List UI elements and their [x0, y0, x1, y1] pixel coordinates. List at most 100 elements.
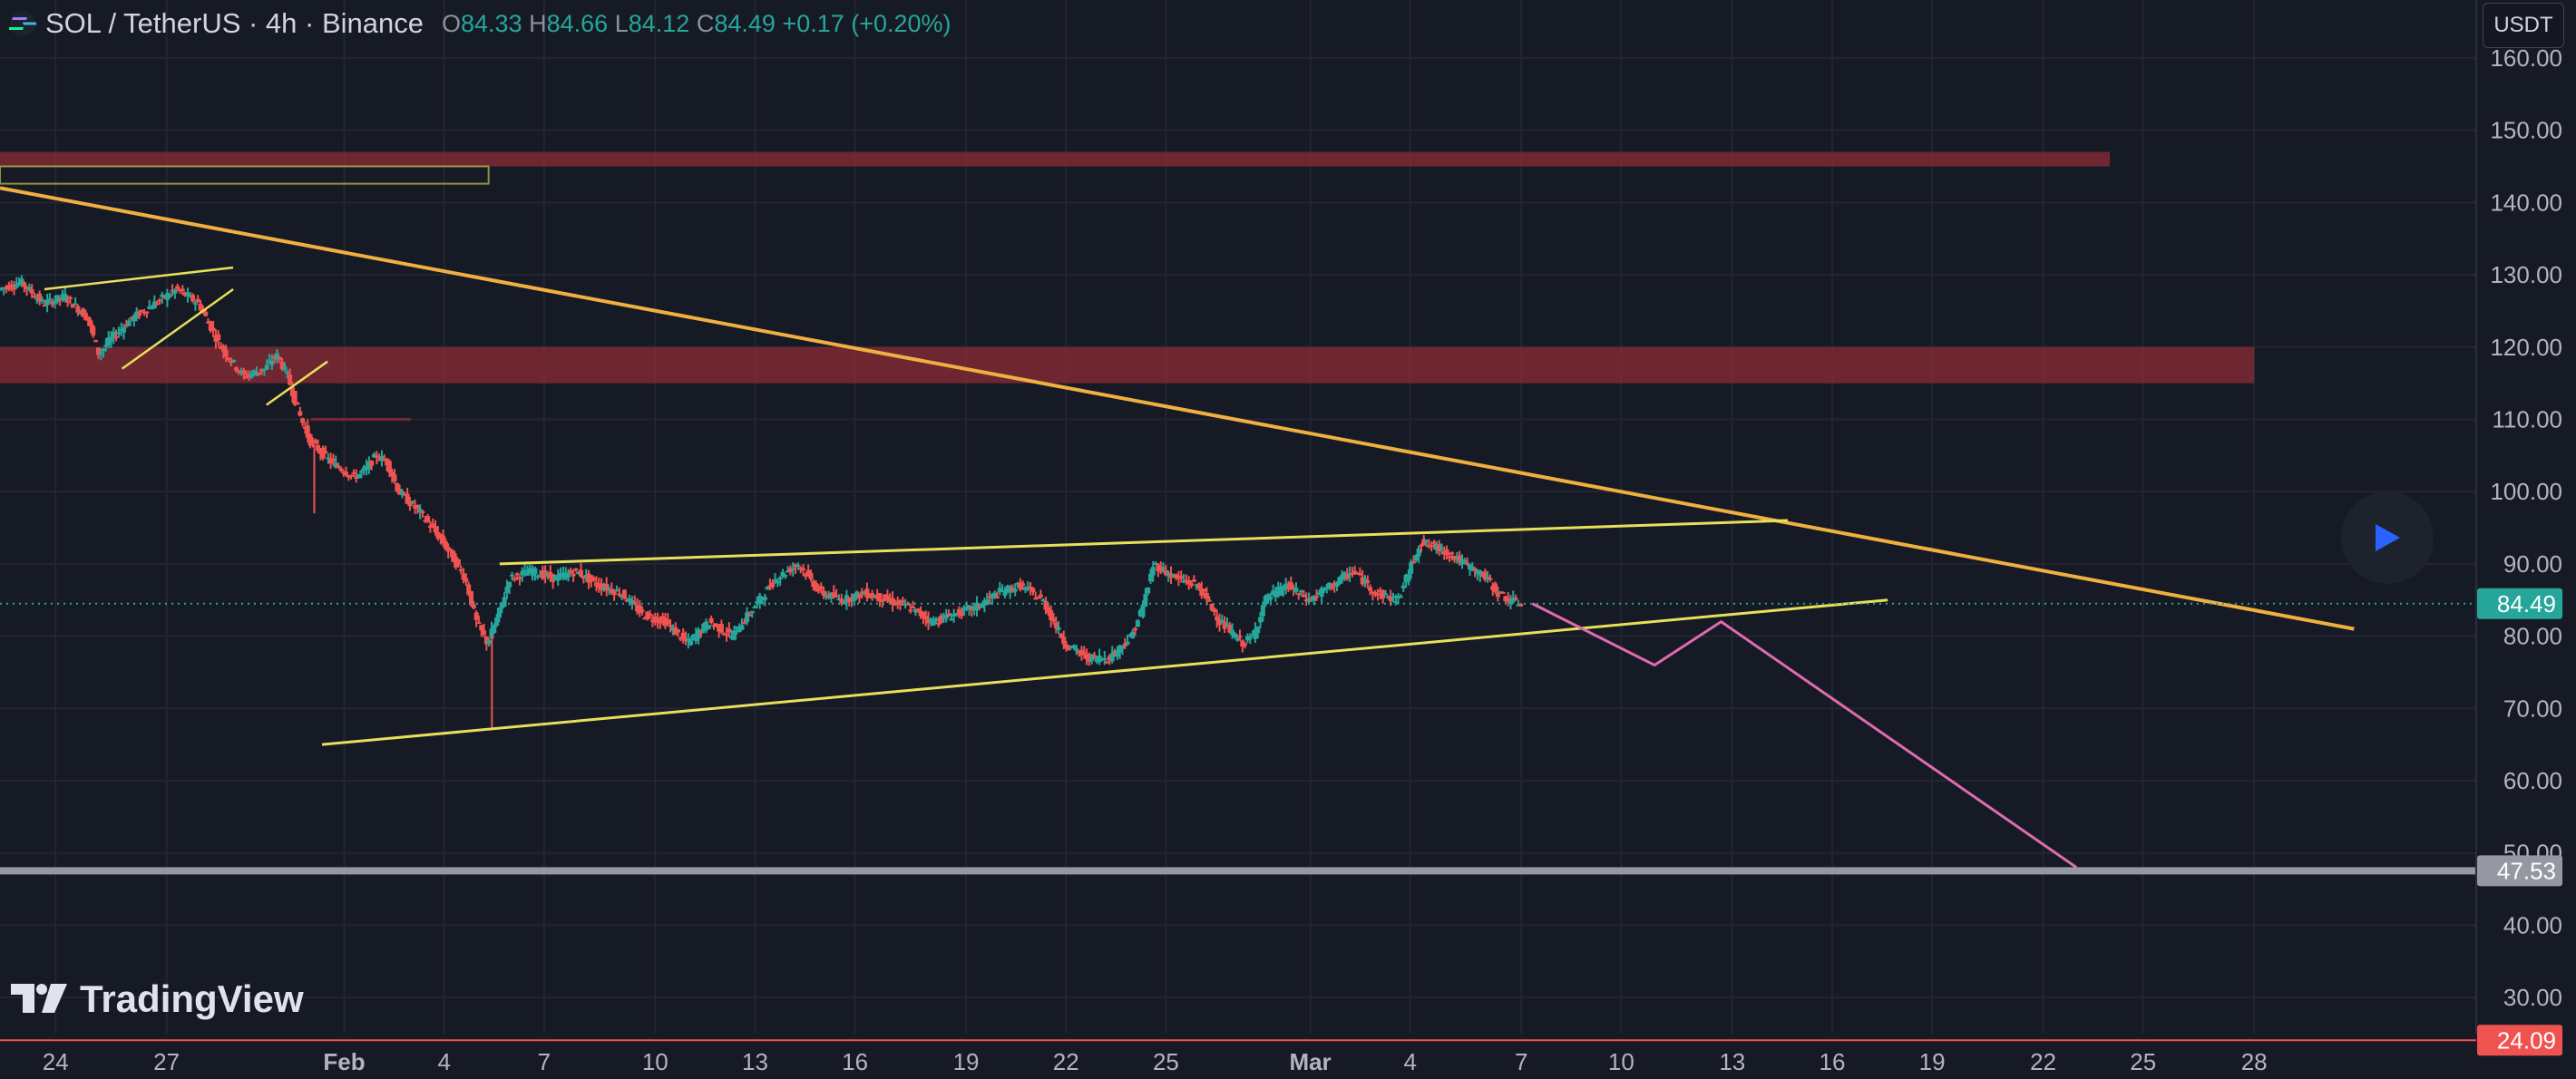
- candle-body: [1237, 636, 1243, 638]
- candle-body: [374, 455, 379, 458]
- candle-body: [755, 600, 760, 604]
- candle-body: [655, 617, 660, 622]
- support-level-line: [0, 867, 2476, 875]
- candle-body: [139, 309, 144, 312]
- candle-body: [787, 568, 793, 572]
- candle-body: [1444, 549, 1449, 555]
- candle-body: [1469, 566, 1475, 571]
- candle-body: [1265, 594, 1271, 600]
- candle-body: [527, 568, 532, 573]
- candle-body: [11, 287, 16, 290]
- candle-body: [739, 625, 745, 630]
- candle-body: [1309, 598, 1314, 600]
- candle-body: [445, 547, 451, 552]
- channel-lower-line: [321, 598, 1888, 746]
- open-value: 84.33: [461, 9, 522, 37]
- candle-body: [213, 335, 219, 342]
- candle-body: [551, 574, 556, 582]
- candle-body: [1184, 579, 1189, 582]
- candle-body: [1240, 640, 1245, 647]
- candle-body: [1222, 622, 1227, 629]
- candle-body: [714, 623, 719, 626]
- replay-button[interactable]: [2341, 491, 2434, 584]
- candle-body: [1258, 617, 1264, 623]
- candle-body: [188, 295, 193, 297]
- candle-body: [883, 594, 888, 601]
- candle-body: [249, 373, 254, 378]
- candle-body: [834, 595, 839, 598]
- ohlc-readout: O84.33 H84.66 L84.12 C84.49 +0.17 (+0.20…: [442, 10, 951, 38]
- candle-body: [668, 625, 673, 627]
- candle-body: [310, 442, 316, 444]
- candle-body: [1406, 574, 1411, 582]
- candle-body: [583, 575, 589, 578]
- candle-body: [693, 634, 698, 642]
- candle-body: [226, 357, 231, 360]
- candle-body: [1112, 650, 1117, 655]
- candle-body: [407, 501, 413, 507]
- candle-body: [1291, 587, 1296, 589]
- currency-button[interactable]: USDT: [2483, 3, 2564, 48]
- candle-body: [1327, 582, 1332, 588]
- tradingview-watermark[interactable]: TradingView: [11, 977, 304, 1021]
- candle-body: [147, 306, 152, 309]
- candle-body: [997, 588, 1002, 593]
- price-tick-label: 110.00: [2492, 405, 2562, 433]
- candle-body: [842, 602, 847, 605]
- candle-body: [1342, 572, 1347, 578]
- candle-body: [476, 622, 482, 625]
- candle-body: [1306, 598, 1312, 602]
- candle-body: [1352, 570, 1358, 573]
- candle-body: [1023, 587, 1029, 590]
- candle-body: [665, 619, 670, 625]
- candle-body: [150, 307, 155, 310]
- candle-body: [532, 568, 538, 575]
- candle-body: [16, 282, 22, 285]
- candle-body: [1322, 588, 1327, 590]
- time-tick-label: 10: [642, 1048, 668, 1075]
- price-axis[interactable]: 30.0040.0050.0060.0070.0080.0090.00100.0…: [2475, 0, 2562, 1056]
- candle-body: [364, 465, 369, 471]
- candle-body: [893, 602, 898, 606]
- candle-body: [78, 312, 83, 315]
- symbol-title[interactable]: SOL / TetherUS · 4h · Binance: [45, 7, 424, 39]
- candle-body: [604, 583, 610, 591]
- candle-body: [662, 618, 668, 627]
- candle-body: [47, 298, 53, 301]
- candle-body: [1459, 559, 1465, 565]
- candle-body: [1332, 582, 1337, 587]
- low-value: 84.12: [628, 9, 690, 37]
- candle-body: [494, 617, 500, 627]
- price-tick-label: 160.00: [2490, 44, 2562, 72]
- candle-body: [29, 289, 34, 294]
- candle-body: [98, 352, 103, 355]
- candle-body: [1424, 540, 1429, 543]
- candle-body: [154, 303, 160, 306]
- candle-body: [1447, 556, 1452, 559]
- candle-body: [632, 602, 638, 605]
- candle-body: [275, 353, 280, 360]
- candle-body: [658, 619, 663, 624]
- candle-body: [492, 625, 497, 633]
- candle-body: [849, 597, 854, 601]
- candle-body: [1263, 596, 1268, 605]
- candle-body: [1344, 575, 1350, 579]
- candle-body: [565, 572, 571, 578]
- candle-body: [1040, 599, 1046, 602]
- candle-body: [300, 418, 306, 423]
- candle-body: [65, 300, 71, 303]
- candle-body: [1008, 586, 1013, 593]
- candle-body: [1413, 555, 1419, 561]
- candle-body: [635, 605, 640, 612]
- candle-body: [369, 461, 375, 466]
- candle-body: [1426, 544, 1431, 547]
- candle-body: [326, 457, 331, 460]
- candle-body: [305, 425, 310, 438]
- time-axis[interactable]: 24 27 Feb 4 7 10 13 16 19 22 25 Mar 4 7 10 13 16 19 22 25 28: [43, 1048, 2268, 1075]
- candle-body: [680, 632, 686, 638]
- candle-body: [164, 293, 170, 300]
- candle-body: [136, 312, 141, 316]
- time-tick-label: 13: [1719, 1048, 1745, 1075]
- candle-body: [803, 573, 808, 577]
